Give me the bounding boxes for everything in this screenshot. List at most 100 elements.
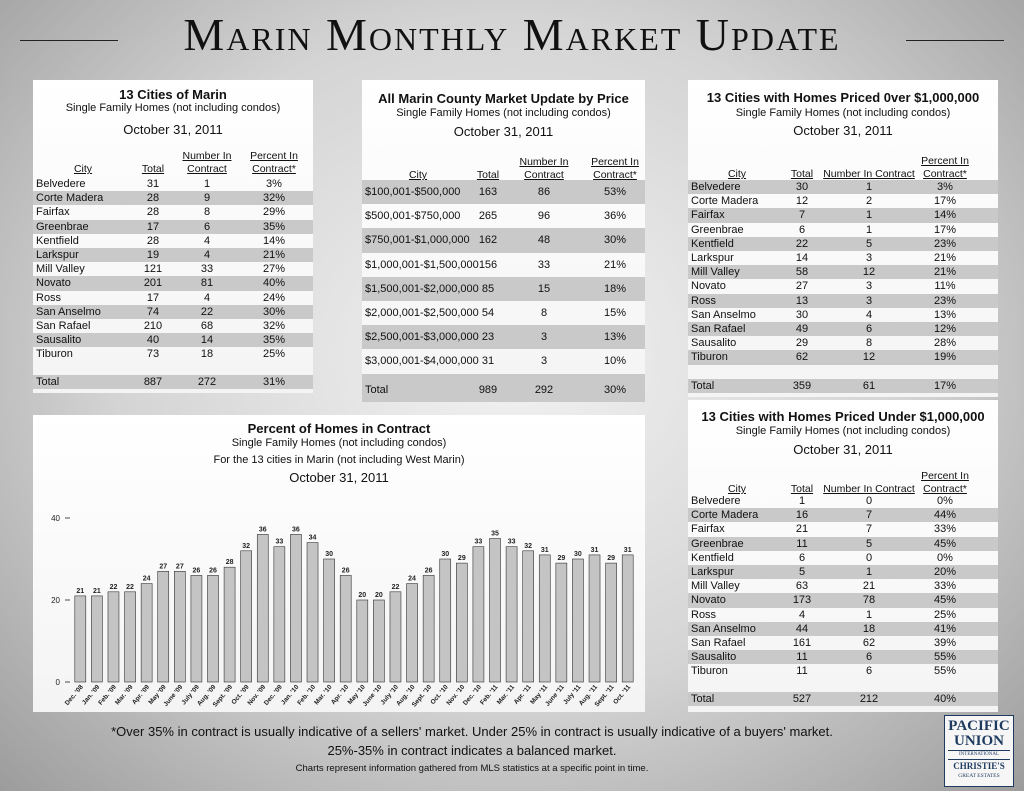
table-cell: 78 [862, 594, 876, 607]
title-rule [906, 40, 1004, 41]
table-cell: 3 [865, 280, 873, 293]
column-header: Total [790, 168, 814, 180]
table-cell: 201 [143, 277, 163, 290]
row-shading [362, 228, 645, 253]
bar [439, 558, 452, 683]
table-title: 13 Cities with Homes Priced 0ver $1,000,… [706, 90, 980, 105]
total-cell: Total [691, 693, 715, 705]
table-cell: 29 [795, 337, 809, 350]
row-shading [362, 276, 645, 301]
table-cell: 8 [203, 206, 211, 219]
bar [538, 554, 551, 683]
table-cell: San Rafael [691, 323, 746, 335]
table-cell: 49 [795, 323, 809, 335]
table-cell: 1 [865, 223, 873, 236]
table-cell: 55% [933, 665, 957, 678]
table-cell: 53% [603, 186, 627, 198]
value-label: 30 [574, 551, 582, 558]
table-panel: 13 Cities with Homes Priced 0ver $1,000,… [688, 80, 998, 397]
table-cell: 11 [796, 665, 808, 678]
table-cell: Greenbrae [691, 223, 744, 236]
table-cell: 21% [262, 249, 286, 261]
table-cell: 265 [478, 210, 498, 223]
table-cell: Fairfax [691, 209, 725, 222]
table-cell: 121 [143, 263, 163, 276]
table-cell: Mill Valley [691, 580, 740, 593]
table-cell: 28 [146, 234, 160, 247]
table-cell: 45% [933, 537, 957, 550]
value-label: 31 [591, 547, 599, 554]
table-cell: Kentfield [691, 551, 734, 564]
table-cell: 1 [203, 178, 211, 190]
total-cell: Total [691, 380, 715, 392]
table-cell: 33% [933, 580, 957, 593]
table-cell: 44 [795, 622, 809, 635]
row-shading [362, 325, 645, 350]
value-label: 31 [541, 547, 549, 554]
value-label: 36 [259, 526, 267, 533]
table-cell: Tiburon [36, 348, 73, 361]
table-cell: Mill Valley [691, 266, 740, 279]
table-cell: $100,001-$500,000 [365, 186, 461, 198]
table-cell: 30% [262, 305, 286, 318]
table-cell: Novato [691, 594, 726, 607]
table-cell: San Rafael [691, 637, 746, 649]
column-header: Total [141, 163, 165, 175]
bar [74, 595, 87, 683]
total-cell: 40% [933, 693, 957, 705]
table-cell: 5 [865, 537, 873, 550]
table-cell: Fairfax [691, 523, 725, 536]
table-cell: 21% [933, 252, 957, 264]
column-header: City [73, 163, 93, 175]
table-cell: Ross [691, 608, 717, 621]
value-label: 26 [209, 567, 217, 574]
table-cell: Corte Madera [36, 192, 104, 205]
table-subtitle: Single Family Homes (not including condo… [735, 425, 951, 437]
value-label: 24 [408, 576, 416, 583]
title-rule [20, 40, 118, 41]
bar [555, 562, 568, 683]
table-cell: Belvedere [691, 181, 741, 193]
table-cell: 11 [796, 651, 808, 664]
table-cell: 6 [798, 223, 806, 236]
bar [290, 534, 302, 683]
footnote: *Over 35% in contract is usually indicat… [111, 724, 833, 739]
table-cell: Belvedere [691, 495, 741, 507]
value-label: 33 [275, 539, 283, 546]
table-cell: 1 [865, 209, 873, 222]
column-header: Total [790, 483, 814, 495]
table-cell: 35% [262, 220, 286, 233]
value-label: 33 [475, 539, 483, 546]
table-cell: 30% [603, 234, 627, 247]
value-label: 24 [143, 576, 151, 583]
table-cell: $2,500,001-$3,000,000 [365, 331, 479, 344]
table-cell: 4 [203, 291, 211, 304]
value-label: 26 [425, 567, 433, 574]
table-cell: 7 [798, 209, 806, 222]
total-cell: 30% [603, 384, 627, 396]
table-cell: $2,000,001-$2,500,000 [365, 307, 479, 319]
table-subtitle: Single Family Homes (not including condo… [65, 102, 281, 114]
table-cell: 18% [603, 282, 627, 295]
table-cell: 21% [933, 266, 957, 279]
table-cell: 4 [203, 234, 211, 247]
bar [124, 591, 136, 683]
value-label: 34 [309, 535, 317, 542]
table-date: October 31, 2011 [123, 122, 223, 137]
value-label: 26 [342, 567, 350, 574]
table-date: October 31, 2011 [793, 123, 893, 138]
total-cell: 887 [143, 376, 163, 388]
table-cell: 8 [540, 307, 548, 319]
bar [207, 575, 219, 683]
table-cell: 73 [146, 348, 160, 361]
table-cell: 21% [603, 258, 627, 271]
column-header: Percent In Contract* [921, 470, 969, 495]
chart-subtitle: Single Family Homes (not including condo… [231, 437, 447, 449]
table-cell: 3 [865, 252, 873, 264]
row-shading [688, 508, 998, 523]
table-cell: 13 [795, 294, 809, 307]
value-label: 20 [358, 592, 366, 599]
table-cell: Larkspur [691, 566, 734, 578]
table-cell: Corte Madera [691, 195, 759, 208]
total-cell: 31% [262, 376, 286, 388]
